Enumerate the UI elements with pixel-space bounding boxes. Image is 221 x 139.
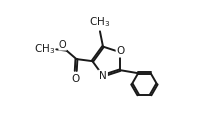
Text: O: O: [117, 46, 125, 56]
Text: O: O: [72, 74, 80, 84]
Text: N: N: [99, 71, 107, 81]
Text: CH$_3$: CH$_3$: [34, 42, 55, 56]
Text: CH$_3$: CH$_3$: [89, 15, 110, 29]
Text: O: O: [59, 40, 67, 50]
